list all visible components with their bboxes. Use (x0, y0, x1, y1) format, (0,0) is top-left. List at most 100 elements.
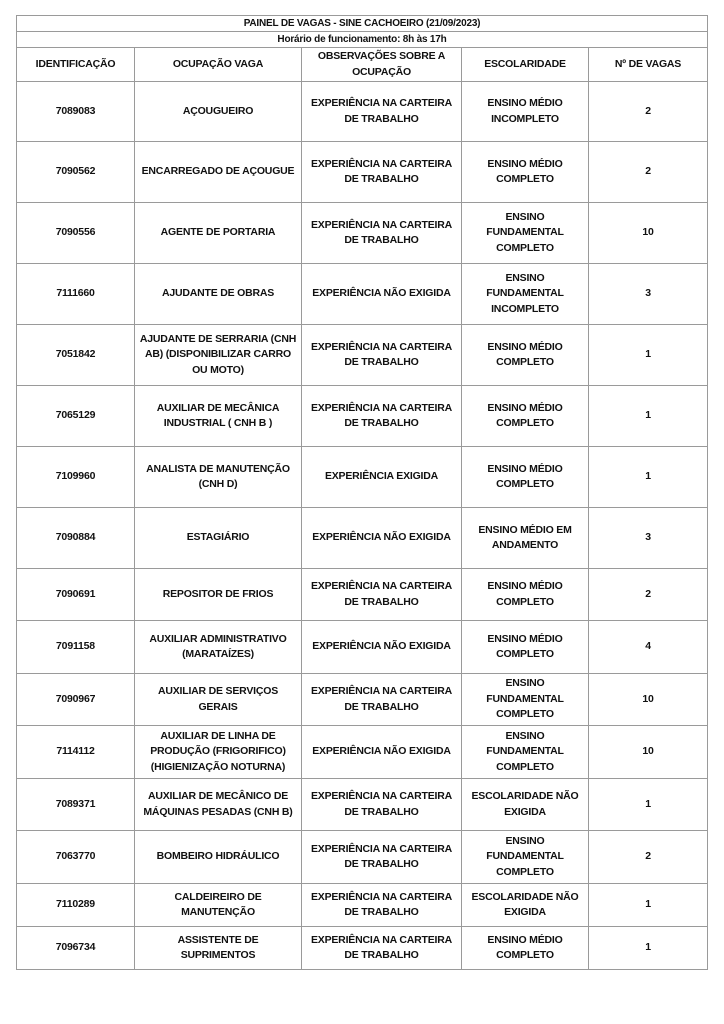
vagas-cell: 2 (587, 81, 709, 142)
ocupacao-cell: ENCARREGADO DE AÇOUGUE (134, 141, 302, 203)
ocupacao-cell: AUXILIAR ADMINISTRATIVO (MARATAÍZES) (134, 620, 302, 674)
observacoes-cell: EXPERIÊNCIA NA CARTEIRA DE TRABALHO (301, 141, 462, 203)
ocupacao-cell: AJUDANTE DE OBRAS (134, 263, 302, 325)
escolaridade-cell: ENSINO FUNDAMENTAL COMPLETO (461, 725, 589, 779)
table-row: 7065129 AUXILIAR DE MECÂNICA INDUSTRIAL (… (16, 385, 709, 447)
column-header-vagas: Nº DE VAGAS (587, 47, 709, 82)
observacoes-cell: EXPERIÊNCIA NA CARTEIRA DE TRABALHO (301, 202, 462, 264)
opening-hours: Horário de funcionamento: 8h às 17h (15, 31, 709, 48)
observacoes-cell: EXPERIÊNCIA NA CARTEIRA DE TRABALHO (301, 81, 462, 142)
vagas-cell: 1 (587, 883, 709, 927)
id-cell: 7090562 (16, 141, 135, 203)
observacoes-cell: EXPERIÊNCIA NA CARTEIRA DE TRABALHO (301, 883, 462, 927)
escolaridade-cell: ENSINO MÉDIO COMPLETO (461, 620, 589, 674)
vagas-cell: 1 (587, 778, 709, 831)
observacoes-cell: EXPERIÊNCIA NÃO EXIGIDA (301, 507, 462, 569)
table-row: 7089371 AUXILIAR DE MECÂNICO DE MÁQUINAS … (16, 778, 709, 831)
vagas-cell: 10 (587, 202, 709, 264)
id-cell: 7091158 (16, 620, 135, 674)
escolaridade-cell: ENSINO FUNDAMENTAL COMPLETO (461, 673, 589, 726)
escolaridade-cell: ENSINO MÉDIO COMPLETO (461, 141, 589, 203)
ocupacao-cell: ANALISTA DE MANUTENÇÃO (CNH D) (134, 446, 302, 508)
ocupacao-cell: AUXILIAR DE LINHA DE PRODUÇÃO (FRIGORIFI… (134, 725, 302, 779)
observacoes-cell: EXPERIÊNCIA NA CARTEIRA DE TRABALHO (301, 385, 462, 447)
vagas-cell: 4 (587, 620, 709, 674)
ocupacao-cell: CALDEIREIRO DE MANUTENÇÃO (134, 883, 302, 927)
table-row: 7051842 AJUDANTE DE SERRARIA (CNH AB) (DI… (16, 324, 709, 386)
vagas-cell: 1 (587, 926, 709, 970)
vagas-cell: 1 (587, 385, 709, 447)
table-row: 7090556 AGENTE DE PORTARIA EXPERIÊNCIA NA … (16, 202, 709, 264)
escolaridade-cell: ENSINO MÉDIO COMPLETO (461, 568, 589, 621)
vagas-cell: 3 (587, 263, 709, 325)
id-cell: 7111660 (16, 263, 135, 325)
observacoes-cell: EXPERIÊNCIA NA CARTEIRA DE TRABALHO (301, 926, 462, 970)
column-header-escolaridade: ESCOLARIDADE (461, 47, 589, 82)
table-row: 7090562 ENCARREGADO DE AÇOUGUE EXPERIÊNCIA… (16, 141, 709, 203)
table-title: PAINEL DE VAGAS - SINE CACHOEIRO (21/09/… (15, 15, 709, 32)
escolaridade-cell: ENSINO MÉDIO COMPLETO (461, 926, 589, 970)
table-row: 7110289 CALDEIREIRO DE MANUTENÇÃO EXPERIÊN… (16, 883, 709, 927)
table-row: 7109960 ANALISTA DE MANUTENÇÃO (CNH D) EXP… (16, 446, 709, 508)
header-row: IDENTIFICAÇÃO OCUPAÇÃO VAGA OBSERVAÇÕES … (16, 47, 709, 82)
id-cell: 7090967 (16, 673, 135, 726)
escolaridade-cell: ENSINO FUNDAMENTAL INCOMPLETO (461, 263, 589, 325)
vagas-cell: 10 (587, 673, 709, 726)
observacoes-cell: EXPERIÊNCIA EXIGIDA (301, 446, 462, 508)
table-row: 7091158 AUXILIAR ADMINISTRATIVO (MARATAÍZ… (16, 620, 709, 674)
ocupacao-cell: BOMBEIRO HIDRÁULICO (134, 830, 302, 884)
vagas-cell: 2 (587, 568, 709, 621)
table-row: 7090967 AUXILIAR DE SERVIÇOS GERAIS EXPERI… (16, 673, 709, 726)
observacoes-cell: EXPERIÊNCIA NA CARTEIRA DE TRABALHO (301, 778, 462, 831)
escolaridade-cell: ENSINO FUNDAMENTAL COMPLETO (461, 830, 589, 884)
observacoes-cell: EXPERIÊNCIA NÃO EXIGIDA (301, 620, 462, 674)
escolaridade-cell: ENSINO MÉDIO INCOMPLETO (461, 81, 589, 142)
id-cell: 7114112 (16, 725, 135, 779)
job-vacancy-table: PAINEL DE VAGAS - SINE CACHOEIRO (21/09/… (15, 15, 709, 970)
observacoes-cell: EXPERIÊNCIA NA CARTEIRA DE TRABALHO (301, 673, 462, 726)
observacoes-cell: EXPERIÊNCIA NA CARTEIRA DE TRABALHO (301, 830, 462, 884)
column-header-observacoes: OBSERVAÇÕES SOBRE A OCUPAÇÃO (301, 47, 462, 82)
id-cell: 7096734 (16, 926, 135, 970)
ocupacao-cell: ASSISTENTE DE SUPRIMENTOS (134, 926, 302, 970)
ocupacao-cell: AUXILIAR DE SERVIÇOS GERAIS (134, 673, 302, 726)
column-header-ocupacao: OCUPAÇÃO VAGA (134, 47, 302, 82)
observacoes-cell: EXPERIÊNCIA NA CARTEIRA DE TRABALHO (301, 324, 462, 386)
vagas-cell: 2 (587, 830, 709, 884)
id-cell: 7051842 (16, 324, 135, 386)
id-cell: 7089083 (16, 81, 135, 142)
ocupacao-cell: REPOSITOR DE FRIOS (134, 568, 302, 621)
escolaridade-cell: ENSINO FUNDAMENTAL COMPLETO (461, 202, 589, 264)
table-row: 7096734 ASSISTENTE DE SUPRIMENTOS EXPERIÊN… (16, 926, 709, 970)
vagas-cell: 3 (587, 507, 709, 569)
id-cell: 7065129 (16, 385, 135, 447)
ocupacao-cell: AGENTE DE PORTARIA (134, 202, 302, 264)
vagas-cell: 2 (587, 141, 709, 203)
id-cell: 7109960 (16, 446, 135, 508)
ocupacao-cell: ESTAGIÁRIO (134, 507, 302, 569)
vagas-cell: 10 (587, 725, 709, 779)
id-cell: 7110289 (16, 883, 135, 927)
table-row: 7090691 REPOSITOR DE FRIOS EXPERIÊNCIA NA … (16, 568, 709, 621)
ocupacao-cell: AUXILIAR DE MECÂNICO DE MÁQUINAS PESADAS… (134, 778, 302, 831)
escolaridade-cell: ENSINO MÉDIO EM ANDAMENTO (461, 507, 589, 569)
ocupacao-cell: AUXILIAR DE MECÂNICA INDUSTRIAL ( CNH B … (134, 385, 302, 447)
table-row: 7089083 AÇOUGUEIRO EXPERIÊNCIA NA CARTEIRA… (16, 81, 709, 142)
table-row: 7111660 AJUDANTE DE OBRAS EXPERIÊNCIA NÃO … (16, 263, 709, 325)
column-header-id: IDENTIFICAÇÃO (16, 47, 135, 82)
escolaridade-cell: ESCOLARIDADE NÃO EXIGIDA (461, 778, 589, 831)
observacoes-cell: EXPERIÊNCIA NÃO EXIGIDA (301, 725, 462, 779)
escolaridade-cell: ENSINO MÉDIO COMPLETO (461, 385, 589, 447)
observacoes-cell: EXPERIÊNCIA NA CARTEIRA DE TRABALHO (301, 568, 462, 621)
id-cell: 7089371 (16, 778, 135, 831)
ocupacao-cell: AJUDANTE DE SERRARIA (CNH AB) (DISPONIBI… (134, 324, 302, 386)
escolaridade-cell: ENSINO MÉDIO COMPLETO (461, 446, 589, 508)
escolaridade-cell: ESCOLARIDADE NÃO EXIGIDA (461, 883, 589, 927)
id-cell: 7090691 (16, 568, 135, 621)
vagas-cell: 1 (587, 324, 709, 386)
table-row: 7063770 BOMBEIRO HIDRÁULICO EXPERIÊNCIA NA… (16, 830, 709, 884)
escolaridade-cell: ENSINO MÉDIO COMPLETO (461, 324, 589, 386)
id-cell: 7063770 (16, 830, 135, 884)
ocupacao-cell: AÇOUGUEIRO (134, 81, 302, 142)
table-row: 7090884 ESTAGIÁRIO EXPERIÊNCIA NÃO EXIGIDA… (16, 507, 709, 569)
